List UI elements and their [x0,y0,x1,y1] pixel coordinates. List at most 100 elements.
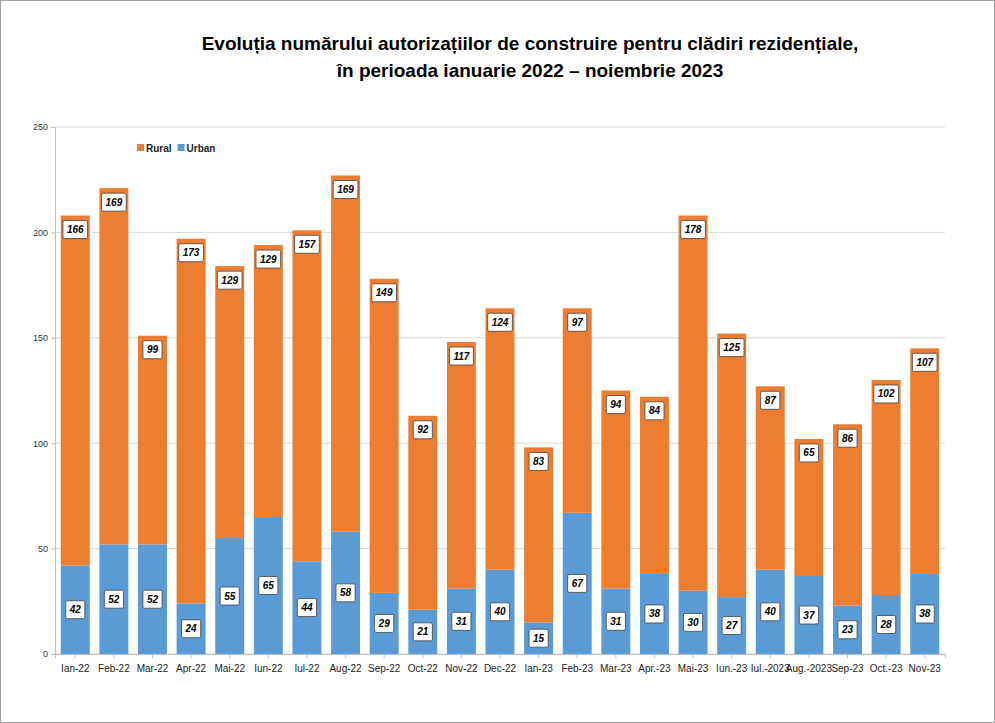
y-axis-line [51,128,56,655]
data-label-box [452,612,471,630]
data-label-box [375,614,394,632]
bar-segment [679,591,708,654]
title: Evoluția numărului autorizațiilor de con… [202,33,859,54]
plot: 050100150200250Ian-22Feb-22Mar-22Apr-22M… [33,122,946,674]
data-label-text: 29 [378,618,391,629]
data-label-box [722,617,741,635]
data-label: 129 [217,271,242,289]
data-label: 29 [375,614,394,632]
data-label: 44 [297,599,316,617]
data-label-text: 27 [725,620,738,631]
bar-segment [215,538,244,654]
x-tick-label: Aug-22 [329,663,362,674]
x-tick-mark [461,654,462,658]
y-tick-label: 100 [33,439,48,449]
data-label-box [761,603,780,621]
x-tick: Ian-22 [61,654,90,674]
data-label: 52 [104,590,123,608]
data-label-box [256,250,281,268]
bar-segment [177,603,206,654]
x-tick-label: Oct-22 [408,663,438,674]
bar-segment [331,532,360,654]
x-tick-mark [500,654,501,658]
x-tick-mark [152,654,153,658]
x-tick-mark [924,654,925,658]
bar-segment [486,308,515,569]
data-label-text: 107 [916,357,933,368]
bar-segment [292,230,321,561]
data-label-text: 117 [453,351,469,362]
x-tick: Oct.-23 [870,654,903,674]
bar-segment [61,565,90,654]
data-label-box [838,621,857,639]
data-label-box [372,284,397,302]
data-label: 117 [449,347,473,365]
data-label-text: 86 [842,433,854,444]
x-tick-mark [268,654,269,658]
bar-segment [717,597,746,654]
y-tick-mark [51,654,55,655]
data-label: 166 [63,221,88,239]
bar-segment [370,593,399,654]
grid-line [55,127,945,128]
bar-segment [640,574,669,654]
y-tick: 0 [43,649,55,659]
data-label: 102 [874,385,899,403]
bar-segment [447,342,476,589]
x-tick: Apr.-23 [638,654,671,674]
bars [61,175,939,654]
data-label: 65 [799,444,818,462]
y-tick-mark [51,443,55,444]
data-label: 83 [529,452,548,470]
data-label: 99 [143,341,162,359]
x-axis: Ian-22Feb-22Mar-22Apr-22Mai-22Iun-22Iul-… [56,654,946,674]
x-tick: Dec-22 [484,654,517,674]
x-tick: Mar-23 [600,654,632,674]
bar-segment [872,380,901,595]
data-label-text: 42 [69,604,82,615]
data-label-text: 58 [340,587,352,598]
data-label-box [874,385,899,403]
data-label-box [606,612,625,630]
data-label-text: 15 [533,633,545,644]
bar-segment [910,574,939,654]
data-label-text: 55 [224,591,236,602]
bar-segment [563,513,592,654]
x-tick-mark [808,654,809,658]
y-tick-mark [51,232,55,233]
x-tick: Aug-22 [329,654,362,674]
y-tick-label: 150 [33,333,48,343]
data-label-box [681,221,706,239]
x-tick-mark [422,654,423,658]
bar-segment [640,397,669,574]
data-label-text: 84 [649,405,661,416]
x-tick-mark [693,654,694,658]
data-label: 31 [606,612,625,630]
data-label-text: 40 [493,606,506,617]
data-label-box [333,180,358,198]
data-label-text: 97 [572,317,584,328]
y-axis: 050100150200250 [33,122,56,659]
legend-label: Urban [187,143,216,154]
data-label: 84 [645,402,664,420]
x-tick: Sep-22 [368,654,401,674]
data-label-box [143,341,162,359]
data-label-box [449,347,473,365]
data-label-box [568,313,587,331]
data-label-text: 157 [299,239,316,250]
data-label: 31 [452,612,471,630]
chart: Evoluția numărului autorizațiilor de con… [0,0,995,723]
data-label-text: 28 [880,619,893,630]
bar-segment [254,245,283,517]
bar-segment [408,416,437,610]
data-label: 86 [838,429,857,447]
x-tick-label: Mai-23 [678,663,709,674]
data-label: 157 [295,235,320,253]
data-label: 37 [799,606,818,624]
data-label-text: 38 [649,608,661,619]
x-tick-label: Nov-23 [909,663,942,674]
data-label-text: 65 [263,580,275,591]
x-tick-mark [113,654,114,658]
data-label-box [143,590,162,608]
data-label-text: 38 [919,608,931,619]
